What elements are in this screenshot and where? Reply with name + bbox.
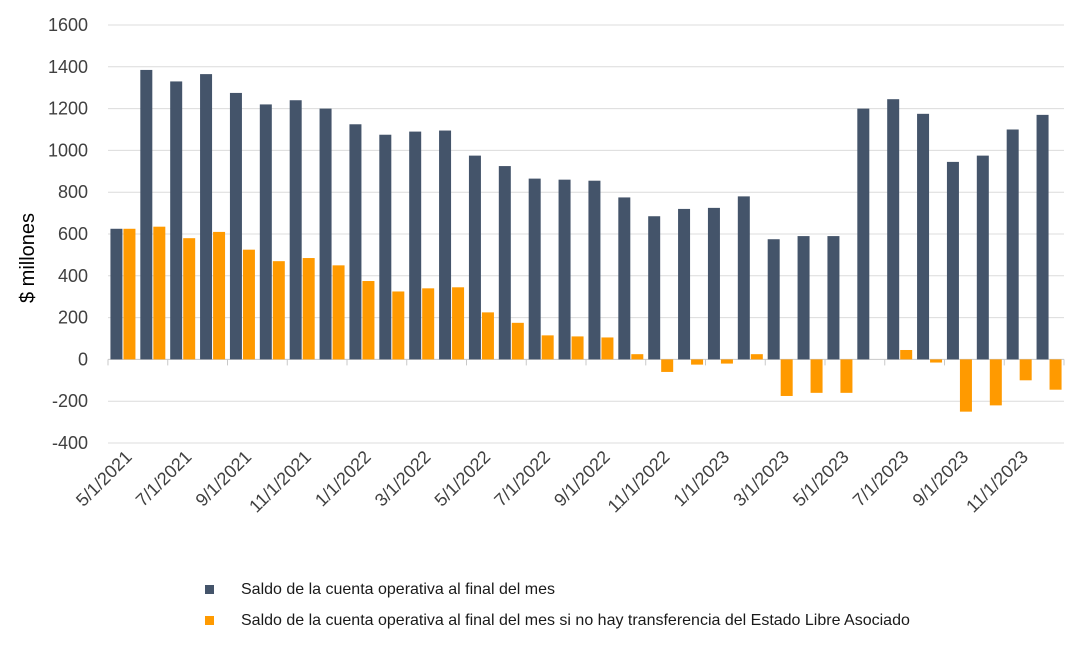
bar-series-2 (302, 258, 315, 360)
bar-series-2 (332, 265, 345, 360)
y-tick-label: 400 (58, 266, 88, 286)
bar-series-2 (511, 322, 524, 360)
bar-series-1 (827, 236, 840, 360)
bar-series-2 (452, 287, 465, 360)
bar-series-2 (780, 359, 793, 396)
x-tick-label: 7/1/2023 (849, 447, 913, 511)
bar-series-1 (439, 130, 452, 360)
x-tick-label: 7/1/2021 (132, 447, 196, 511)
bar-series-1 (498, 166, 511, 360)
bar-series-1 (170, 81, 183, 360)
y-tick-label: 0 (78, 349, 88, 369)
bar-series-1 (1036, 114, 1049, 360)
bar-series-2 (900, 349, 913, 360)
bar-series-2 (989, 359, 1002, 406)
y-tick-label: 200 (58, 308, 88, 328)
x-tick-label: 5/1/2023 (789, 447, 853, 511)
x-tick-label: 11/1/2022 (604, 447, 674, 517)
bar-series-1 (259, 104, 272, 360)
bar-series-1 (976, 155, 989, 360)
x-axis-ticks: 5/1/20217/1/20219/1/202111/1/20211/1/202… (72, 359, 1065, 517)
bar-series-1 (110, 228, 123, 360)
y-tick-label: 600 (58, 224, 88, 244)
bar-series-1 (767, 239, 780, 360)
bar-series-2 (601, 337, 614, 360)
bar-series-1 (737, 196, 750, 360)
bar-series-2 (840, 359, 853, 393)
bar-series-2 (631, 354, 644, 360)
legend-item-series-2: Saldo de la cuenta operativa al final de… (205, 605, 910, 636)
bar-series-2 (392, 291, 405, 360)
x-tick-label: 1/1/2023 (670, 447, 734, 511)
x-tick-label: 3/1/2022 (371, 447, 435, 511)
bar-series-1 (528, 178, 541, 360)
x-tick-label: 5/1/2022 (431, 447, 495, 511)
bar-series-1 (648, 216, 661, 360)
y-tick-label: 1200 (48, 99, 88, 119)
bar-series-1 (1006, 129, 1019, 360)
legend-item-series-1: Saldo de la cuenta operativa al final de… (205, 574, 910, 605)
bar-series-1 (289, 100, 302, 360)
bar-series-1 (349, 124, 362, 360)
bar-series-1 (140, 69, 153, 360)
bar-series-2 (362, 281, 375, 360)
x-tick-label: 5/1/2021 (72, 447, 136, 511)
y-tick-label: -400 (52, 433, 88, 453)
bar-series-2 (541, 335, 554, 360)
bar-series-1 (707, 207, 720, 360)
bar-series-2 (810, 359, 823, 393)
bar-series-2 (123, 228, 136, 360)
x-tick-label: 7/1/2022 (490, 447, 554, 511)
bar-series-2 (422, 288, 435, 360)
bar-series-2 (242, 249, 255, 360)
bar-series-1 (797, 236, 810, 360)
bar-series-1 (887, 99, 900, 360)
y-tick-label: 1000 (48, 140, 88, 160)
bar-chart: -400 -200 0 200 400 600 800 1000 1200 1400 1600 5/… (17, 15, 1065, 517)
x-tick-label: 11/1/2021 (245, 447, 315, 517)
bar-series-1 (229, 92, 242, 360)
bar-series-2 (750, 354, 763, 360)
bar-series-2 (1049, 359, 1062, 390)
bar-series-2 (959, 359, 972, 412)
y-tick-label: 1600 (48, 15, 88, 35)
x-tick-label: 1/1/2022 (311, 447, 375, 511)
legend-swatch-series-1 (205, 585, 214, 594)
bar-series-2 (1019, 359, 1032, 381)
bar-series-1 (618, 197, 631, 360)
legend-label-series-1: Saldo de la cuenta operativa al final de… (241, 580, 555, 598)
bar-series-2 (571, 336, 584, 360)
bar-series-1 (558, 179, 571, 360)
legend: Saldo de la cuenta operativa al final de… (205, 574, 910, 636)
bar-series-1 (319, 108, 332, 360)
bar-series-1 (678, 208, 691, 360)
bar-series-1 (917, 113, 930, 360)
x-tick-label: 11/1/2023 (962, 447, 1032, 517)
bar-series-1 (857, 108, 870, 360)
bar-series-2 (213, 231, 226, 360)
y-tick-label: 800 (58, 182, 88, 202)
bar-series-1 (588, 180, 601, 360)
x-tick-label: 3/1/2023 (729, 447, 793, 511)
bar-series-1 (379, 134, 392, 360)
y-axis-ticks: -400 -200 0 200 400 600 800 1000 1200 1400 1600 (48, 15, 88, 453)
bar-series-2 (481, 312, 494, 360)
legend-label-series-2: Saldo de la cuenta operativa al final de… (241, 611, 910, 629)
bar-series-1 (200, 74, 213, 360)
bar-series-2 (691, 359, 704, 365)
y-tick-label: -200 (52, 391, 88, 411)
y-axis-label: $ millones (17, 213, 39, 303)
bar-series-1 (468, 155, 481, 360)
bar-series-1 (946, 161, 959, 360)
bar-series-1 (409, 131, 422, 360)
bar-series-2 (153, 226, 166, 360)
legend-swatch-series-2 (205, 616, 214, 625)
bar-series-2 (930, 359, 943, 363)
bars (110, 69, 1062, 412)
bar-series-2 (183, 238, 196, 360)
bar-series-2 (272, 261, 285, 360)
y-tick-label: 1400 (48, 57, 88, 77)
bar-series-2 (661, 359, 674, 372)
bar-series-2 (720, 359, 733, 364)
